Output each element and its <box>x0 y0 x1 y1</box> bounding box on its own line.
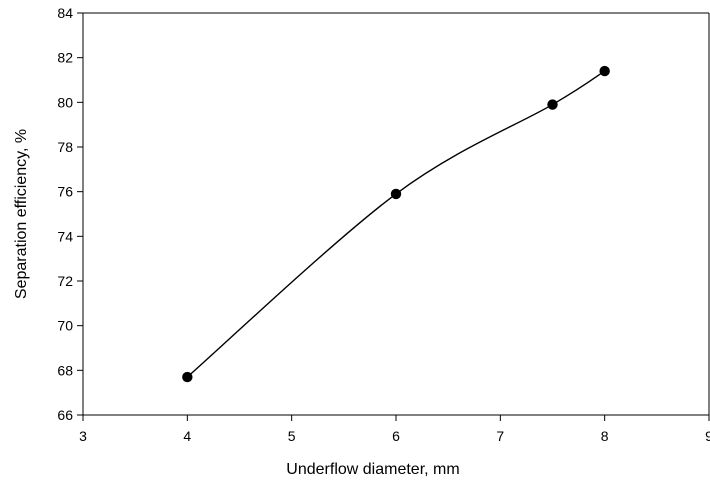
series-line <box>186 70 606 378</box>
series-layer <box>182 65 610 383</box>
x-axis-ticks: 3 4 5 6 7 8 9 <box>79 415 710 444</box>
plot-area <box>83 13 709 415</box>
y-tick-label: 66 <box>57 407 73 423</box>
x-tick-label: 9 <box>705 428 710 444</box>
x-tick-label: 3 <box>79 428 87 444</box>
y-tick-label: 70 <box>57 318 73 334</box>
y-tick-label: 84 <box>57 5 73 21</box>
y-tick-label: 78 <box>57 139 73 155</box>
y-tick-label: 68 <box>57 362 73 378</box>
data-point <box>547 99 558 110</box>
data-point <box>390 188 402 200</box>
x-tick-label: 4 <box>183 428 191 444</box>
x-tick-label: 5 <box>288 428 296 444</box>
y-tick-label: 72 <box>57 273 73 289</box>
y-axis-ticks: 66 68 70 72 74 76 78 80 82 84 <box>57 5 83 423</box>
y-tick-label: 82 <box>57 50 73 66</box>
data-point <box>182 371 193 383</box>
x-axis-title: Underflow diameter, mm <box>286 461 459 478</box>
y-tick-label: 80 <box>57 94 73 110</box>
x-tick-label: 8 <box>601 428 609 444</box>
data-point <box>599 65 610 77</box>
x-tick-label: 7 <box>496 428 504 444</box>
y-tick-label: 76 <box>57 184 73 200</box>
y-tick-label: 74 <box>57 228 73 244</box>
x-tick-label: 6 <box>392 428 400 444</box>
y-axis-title: Separation efficiency, % <box>13 129 30 299</box>
